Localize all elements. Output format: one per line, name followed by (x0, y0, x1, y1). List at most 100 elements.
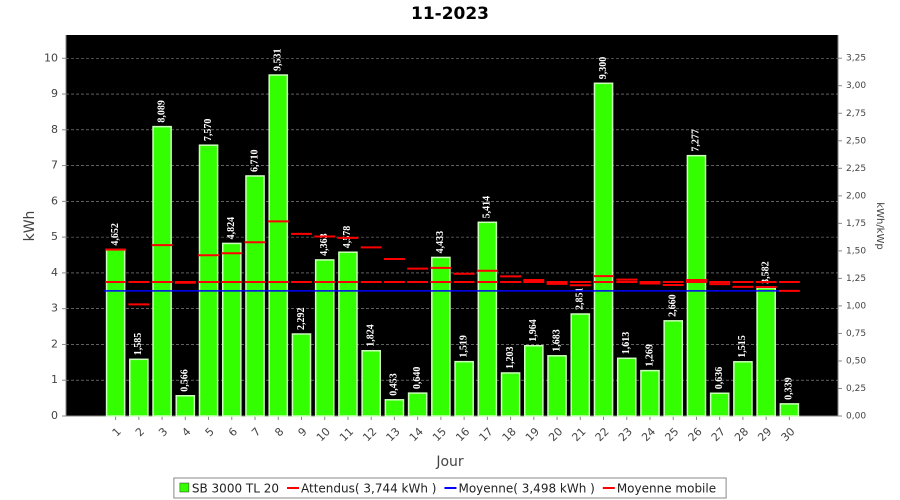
y2-axis-label: kWh/kWp (874, 202, 885, 249)
bar (175, 395, 196, 417)
y2-tick-label: 2,50 (846, 136, 866, 146)
x-tick-label: 11 (337, 425, 356, 444)
value-label: 4,824 (226, 217, 237, 240)
bar (384, 399, 405, 417)
x-tick-label: 8 (272, 425, 286, 439)
legend-label: Attendus( 3,744 kWh ) (301, 482, 436, 496)
x-tick-label: 2 (133, 425, 147, 439)
value-label: 2,851 (575, 288, 586, 311)
bar (245, 175, 265, 417)
bar (454, 360, 474, 417)
value-label: 7,277 (691, 129, 702, 152)
value-label: 1,269 (644, 344, 655, 367)
x-tick-label: 13 (384, 425, 403, 444)
legend-label: Moyenne mobile (617, 482, 716, 496)
legend: SB 3000 TL 20 Attendus( 3,744 kWh ) Moyenn… (173, 477, 727, 499)
legend-swatch (179, 482, 190, 493)
value-label: 7,570 (203, 119, 214, 142)
value-label: 1,964 (528, 319, 539, 342)
x-tick-label: 27 (709, 425, 728, 444)
bar (129, 358, 149, 417)
value-label: 0,339 (784, 377, 795, 400)
x-tick-label: 18 (500, 425, 519, 444)
y-tick-label: 10 (44, 51, 58, 64)
bar (314, 259, 335, 417)
x-tick-label: 14 (407, 425, 426, 444)
x-tick-label: 23 (616, 425, 635, 444)
bar (500, 372, 521, 417)
bar (105, 248, 126, 417)
y-tick-label: 6 (51, 194, 58, 207)
y-tick-label: 8 (51, 123, 58, 136)
value-label: 1,515 (737, 335, 748, 358)
bar (477, 221, 498, 417)
y-tick-label: 3 (51, 302, 58, 315)
x-tick-label: 16 (453, 425, 472, 444)
x-tick-label: 7 (249, 425, 263, 439)
value-label: 6,710 (249, 149, 260, 172)
x-tick-label: 26 (686, 425, 705, 444)
bar (593, 82, 614, 417)
y2-tick-label: 2,75 (846, 109, 866, 119)
y2-tick-label: 3,25 (846, 54, 866, 64)
bar (640, 369, 660, 417)
value-label: 9,531 (273, 49, 284, 72)
value-label: 9,300 (598, 57, 609, 80)
bar (268, 74, 289, 417)
bar (616, 357, 637, 417)
value-label: 4,363 (319, 233, 330, 256)
bar (663, 320, 684, 417)
x-axis-label: Jour (435, 454, 464, 470)
x-tick-label: 24 (639, 425, 658, 444)
bar (547, 355, 567, 417)
y-tick-label: 2 (51, 337, 58, 350)
y-tick-label: 4 (51, 266, 58, 279)
x-tick-label: 20 (546, 425, 565, 444)
x-tick-label: 9 (296, 425, 310, 439)
x-tick-label: 1 (110, 425, 124, 439)
x-tick-label: 12 (360, 425, 379, 444)
bar (291, 333, 312, 417)
y-tick-label: 1 (51, 373, 58, 386)
chart-title: 11-2023 (411, 4, 489, 24)
bar (756, 287, 776, 417)
value-label: 4,433 (435, 231, 446, 254)
y2-tick-label: 1,25 (846, 274, 866, 284)
bar (152, 125, 172, 417)
legend-label: Moyenne( 3,498 kWh ) (458, 482, 594, 496)
bar (431, 256, 451, 417)
value-label: 4,652 (110, 223, 121, 246)
legend-label: SB 3000 TL 20 (192, 482, 279, 496)
x-tick-label: 25 (662, 425, 681, 444)
x-tick-label: 17 (477, 425, 496, 444)
bar (733, 361, 753, 417)
bar (221, 242, 242, 417)
bar (779, 403, 800, 417)
value-label: 0,640 (412, 367, 423, 390)
x-tick-label: 21 (569, 425, 588, 444)
value-label: 1,585 (133, 333, 144, 356)
value-label: 5,414 (482, 196, 493, 219)
value-label: 1,683 (551, 329, 562, 352)
y2-tick-label: 2,00 (846, 191, 866, 201)
x-tick-label: 3 (156, 425, 170, 439)
bar (524, 344, 544, 417)
y2-tick-label: 1,50 (846, 246, 866, 256)
y2-tick-label: 0,00 (846, 412, 866, 422)
bar (361, 349, 381, 417)
x-tick-label: 15 (430, 425, 449, 444)
bar (570, 313, 591, 417)
y-tick-label: 5 (51, 230, 58, 243)
y2-tick-label: 0,25 (846, 384, 866, 394)
value-label: 0,566 (180, 369, 191, 392)
x-tick-label: 10 (314, 425, 333, 444)
bar (686, 154, 707, 417)
y-tick-label: 0 (51, 409, 58, 422)
value-label: 2,292 (296, 308, 307, 331)
y-tick-label: 7 (51, 159, 58, 172)
value-label: 0,636 (714, 367, 725, 390)
y-axis-label: kWh (22, 211, 38, 242)
x-tick-label: 6 (226, 425, 240, 439)
y2-tick-label: 0,75 (846, 329, 866, 339)
